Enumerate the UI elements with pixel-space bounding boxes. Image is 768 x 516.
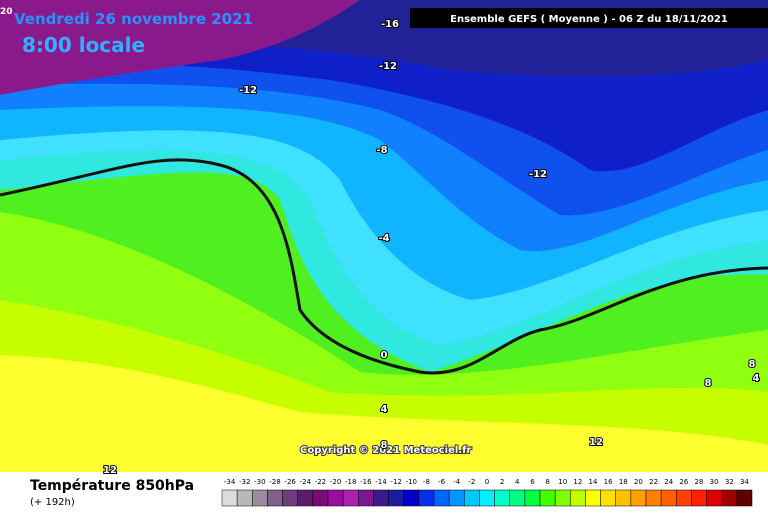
- contour-label: 4: [753, 373, 760, 384]
- scale-cell: [221, 489, 238, 507]
- scale-label: 6: [530, 478, 535, 486]
- model-box: [410, 8, 768, 28]
- copyright: Copyright © 2021 Meteociel.fr: [300, 445, 471, 456]
- scale-cell: [373, 489, 389, 507]
- scale-label: -10: [406, 478, 417, 486]
- scale-cell: [388, 489, 404, 507]
- scale-cell: [660, 489, 677, 507]
- scale-label: -12: [390, 478, 401, 486]
- contour-label: -12: [239, 85, 257, 96]
- scale-cell: [736, 489, 753, 507]
- scale-label: 32: [725, 478, 734, 486]
- contour-label: -12: [529, 169, 547, 180]
- scale-cell: [448, 489, 465, 507]
- scale-label: 20: [634, 478, 643, 486]
- legend-subtitle: (+ 192h): [30, 497, 75, 508]
- scale-label: 16: [604, 478, 613, 486]
- scale-label: -32: [239, 478, 250, 486]
- corner-label: 20: [0, 7, 13, 17]
- contour-label: 0: [381, 350, 388, 361]
- contour-label: 8: [705, 378, 712, 389]
- scale-label: -4: [453, 478, 461, 486]
- local-time: 8:00 locale: [22, 33, 145, 57]
- scale-cell: [342, 489, 359, 507]
- scale-label: 0: [485, 478, 489, 486]
- scale-label: -6: [438, 478, 446, 486]
- contour-label: 4: [381, 404, 388, 415]
- scale-cell: [585, 489, 601, 507]
- zero-contour: [0, 158, 768, 375]
- scale-cell: [464, 489, 480, 507]
- scale-label: 24: [664, 478, 673, 486]
- scale-label: -14: [375, 478, 387, 486]
- scale-cell: [479, 489, 495, 507]
- scale-cell: [645, 489, 662, 507]
- scale-cell: [615, 489, 632, 507]
- scale-cell: [721, 489, 738, 507]
- scale-cell: [691, 489, 707, 507]
- contour-labels: -16 -12 -12 -8 -12 -4 0 4 8 12 12 8 4 8: [102, 18, 760, 477]
- scale-label: -16: [360, 478, 372, 486]
- scale-cell: [297, 489, 314, 507]
- scale-label: 26: [679, 478, 688, 486]
- scale-cell: [494, 489, 510, 507]
- scale-cell: [509, 489, 526, 507]
- scale-cell: [252, 489, 268, 507]
- model-info: Ensemble GEFS ( Moyenne ) - 06 Z du 18/1…: [450, 14, 728, 25]
- contour-label: -4: [378, 233, 389, 244]
- contour-label: -12: [379, 61, 397, 72]
- scale-cell: [676, 489, 692, 507]
- scale-cell: [236, 489, 253, 507]
- scale-label: -34: [224, 478, 236, 486]
- scale-cell: [282, 489, 298, 507]
- scale-label: 18: [619, 478, 628, 486]
- scale-cell: [539, 489, 556, 507]
- scale-cell: [433, 489, 450, 507]
- scale-label: 22: [649, 478, 658, 486]
- scale-cell: [630, 489, 647, 507]
- scale-label: 12: [573, 478, 582, 486]
- scale-label: 10: [558, 478, 567, 486]
- scale-cell: [358, 489, 374, 507]
- contour-label: 8: [381, 440, 388, 451]
- contour-label: -16: [381, 19, 399, 30]
- scale-cell: [570, 489, 586, 507]
- scale-label: -24: [300, 478, 312, 486]
- scale-label: 28: [695, 478, 704, 486]
- scale-label: -8: [423, 478, 430, 486]
- contour-label: 8: [749, 359, 756, 370]
- scale-cell: [418, 489, 435, 507]
- scale-label: -30: [254, 478, 265, 486]
- scale-cell: [706, 489, 722, 507]
- scale-label: -2: [468, 478, 475, 486]
- scale-label: 8: [545, 478, 549, 486]
- band: [0, 0, 360, 95]
- scale-label: -26: [284, 478, 296, 486]
- scale-cell: [403, 489, 420, 507]
- scale-label: -22: [315, 478, 326, 486]
- scale-cell: [600, 489, 616, 507]
- scale-label: 14: [589, 478, 598, 486]
- color-scale: -34 -32 -30 -28 -26 -24 -22 -20 -18 -16 -14 -12 -10-…: [221, 478, 753, 507]
- contour-label: -8: [376, 145, 387, 156]
- scale-cell: [312, 489, 329, 507]
- scale-label: 34: [740, 478, 749, 486]
- contour-label: 12: [103, 465, 117, 476]
- scale-label: 2: [500, 478, 504, 486]
- scale-cell: [267, 489, 283, 507]
- scale-cell: [327, 489, 344, 507]
- scale-cell: [524, 489, 541, 507]
- scale-label: -18: [345, 478, 356, 486]
- scale-label: -20: [330, 478, 341, 486]
- date: Vendredi 26 novembre 2021: [14, 10, 253, 28]
- scale-label: -28: [269, 478, 280, 486]
- scale-cell: [554, 489, 571, 507]
- legend-title: Température 850hPa: [30, 478, 194, 494]
- contour-label: 12: [589, 437, 603, 448]
- scale-label: 4: [515, 478, 520, 486]
- scale-label: 30: [710, 478, 719, 486]
